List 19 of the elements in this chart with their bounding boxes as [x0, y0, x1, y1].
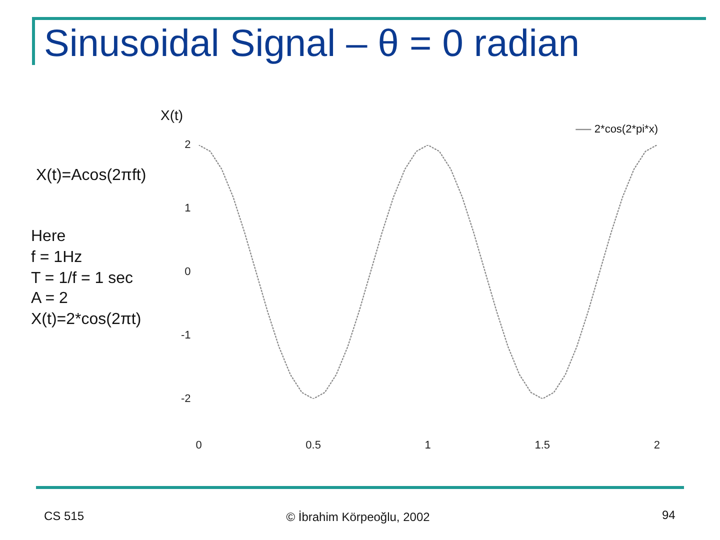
y-tick-label: -2 — [181, 392, 191, 405]
y-tick-label: 1 — [184, 202, 191, 214]
line-series — [198, 145, 657, 399]
x-tick-label: 0.5 — [306, 439, 321, 452]
x-tick-label: 1.5 — [534, 439, 550, 452]
text: X(t)=Acos(2πft) — [36, 166, 146, 186]
text: Here f = 1Hz T = 1/f = 1 sec A = 2 X(t)=2*cos(2πt) — [31, 227, 142, 330]
text: © İbrahim Körpeoğlu, 2002 — [286, 510, 430, 526]
x-tick-label: 2 — [654, 439, 660, 452]
y-tick-label: 2 — [184, 139, 191, 152]
x-tick-label: 0 — [196, 439, 202, 452]
x-tick-label: 1 — [424, 439, 431, 452]
y-tick-label: -1 — [181, 329, 191, 342]
y-axis-title: X(t) — [160, 106, 184, 123]
legend-label: 2*cos(2*pi*x) — [594, 124, 658, 136]
text: 94 — [662, 508, 676, 524]
y-tick-label: 0 — [184, 266, 191, 278]
text: CS 515 — [44, 509, 84, 525]
chart-title: Sinusoidal Signal – θ = 0 radian — [44, 23, 580, 66]
